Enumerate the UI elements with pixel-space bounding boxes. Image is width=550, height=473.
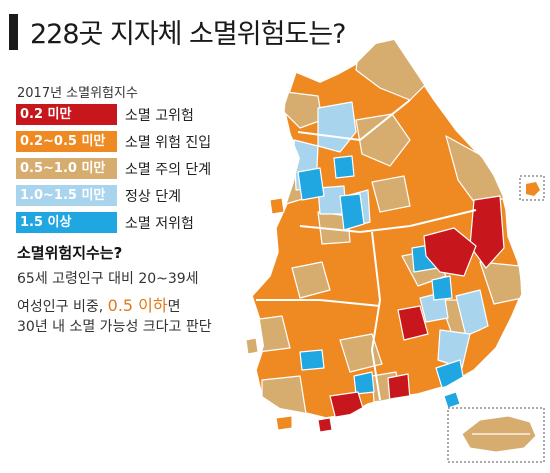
explanation-line-3: 30년 내 소멸 가능성 크다고 판단 — [17, 319, 212, 335]
explanation-line-2: 여성인구 비중, 0.5 이하면 — [17, 292, 181, 316]
explanation-line-2-start: 여성인구 비중, — [17, 299, 104, 315]
island — [443, 391, 461, 409]
province-border — [299, 209, 477, 233]
legend-label: 소멸 고위험 — [125, 108, 194, 124]
region-low — [333, 155, 355, 179]
region-low — [339, 193, 365, 231]
island — [275, 415, 293, 431]
legend-label: 소멸 위험 진입 — [125, 135, 212, 151]
region-very-high — [469, 195, 505, 269]
explanation-line-2-end: 면 — [167, 299, 181, 315]
legend-row-normal: 1.0~1.5 미만 정상 단계 — [16, 185, 256, 212]
legend-label: 정상 단계 — [125, 189, 181, 205]
legend-label: 소멸 주의 단계 — [125, 162, 212, 178]
region-caution — [317, 211, 351, 245]
legend-swatch: 0.2 미만 — [16, 104, 117, 125]
region-low — [431, 275, 453, 301]
region-low — [353, 371, 375, 395]
region-caution — [355, 113, 411, 167]
legend-swatch: 0.2~0.5 미만 — [16, 131, 117, 152]
region-caution — [261, 375, 307, 415]
region-caution — [291, 261, 331, 299]
ulleungdo-inset-frame — [519, 175, 545, 201]
province-border — [256, 299, 381, 307]
legend-row-high: 0.2~0.5 미만 소멸 위험 진입 — [16, 131, 256, 158]
island — [317, 417, 333, 433]
region-caution — [371, 175, 411, 213]
region-normal — [455, 289, 489, 337]
title-accent-bar — [9, 14, 18, 50]
island — [269, 197, 285, 215]
province-border — [297, 99, 411, 141]
region-normal — [317, 101, 357, 153]
region-caution — [283, 91, 323, 129]
island — [245, 337, 259, 355]
region-caution — [479, 261, 522, 305]
legend-label: 소멸 저위험 — [125, 216, 194, 232]
region-low — [299, 349, 325, 371]
legend-swatch: 0.5~1.0 미만 — [16, 158, 117, 179]
legend-row-low: 1.5 이상 소멸 저위험 — [16, 212, 256, 239]
legend-swatch: 1.0~1.5 미만 — [16, 185, 117, 206]
threshold-value: 0.5 이하 — [107, 296, 168, 315]
region-caution — [339, 333, 383, 373]
region-very-high — [387, 373, 411, 403]
jeju-inset-frame — [447, 407, 545, 463]
region-very-high — [423, 227, 477, 277]
explanation-line-1: 65세 고령인구 대비 20~39세 — [17, 271, 199, 287]
legend-title: 2017년 소멸위험지수 — [17, 86, 138, 101]
page-title: 228곳 지자체 소멸위험도는? — [30, 19, 346, 50]
legend: 0.2 미만 소멸 고위험 0.2~0.5 미만 소멸 위험 진입 0.5~1.… — [16, 104, 256, 239]
legend-row-caution: 0.5~1.0 미만 소멸 주의 단계 — [16, 158, 256, 185]
region-very-high — [397, 305, 429, 341]
province-border — [371, 231, 381, 401]
region-low — [297, 167, 325, 201]
explanation-heading: 소멸위험지수는? — [17, 244, 123, 262]
ulleungdo-island — [526, 182, 540, 196]
legend-swatch: 1.5 이상 — [16, 212, 117, 233]
legend-row-very-high: 0.2 미만 소멸 고위험 — [16, 104, 256, 131]
